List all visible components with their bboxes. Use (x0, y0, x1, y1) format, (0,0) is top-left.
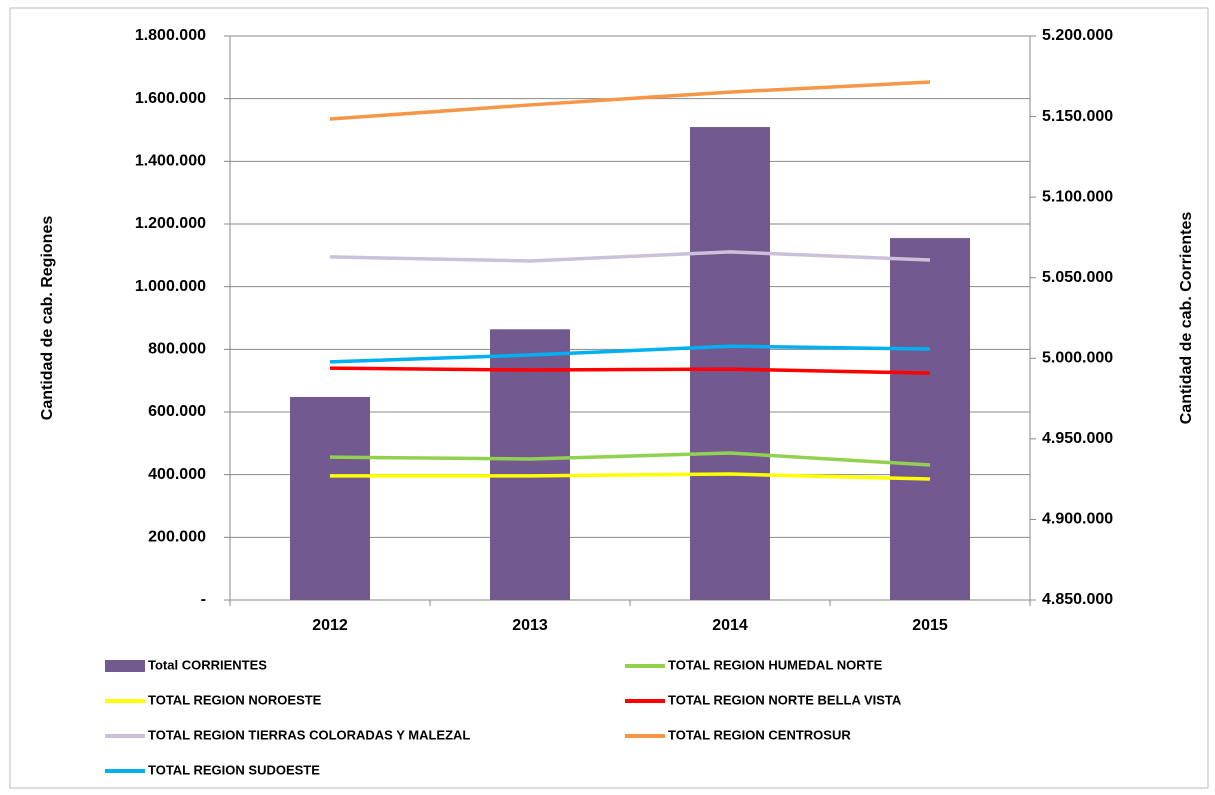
y-axis-title: Cantidad de cab. Regiones (39, 216, 56, 421)
y-tick-label: 1.200.000 (135, 215, 206, 232)
legend-label: TOTAL REGION SUDOESTE (148, 762, 320, 777)
legend-label: TOTAL REGION TIERRAS COLORADAS Y MALEZAL (148, 727, 470, 742)
y-tick-label: 1.600.000 (135, 90, 206, 107)
y2-tick-label: 4.850.000 (1042, 591, 1113, 608)
y2-tick-label: 5.100.000 (1042, 188, 1113, 205)
chart-frame (9, 7, 1209, 789)
bar (890, 238, 970, 601)
x-tick-label: 2013 (512, 617, 548, 634)
line-series (329, 366, 931, 375)
y2-axis-title: Cantidad de cab. Corrientes (1178, 212, 1195, 425)
legend-swatch (105, 660, 145, 672)
y-tick-label: 800.000 (148, 341, 206, 358)
y2-tick-label: 5.150.000 (1042, 108, 1113, 125)
line-series (330, 472, 931, 481)
line-series (329, 451, 931, 467)
legend-label: TOTAL REGION NOROESTE (148, 692, 322, 707)
y-tick-label: - (201, 591, 206, 608)
legend-label: Total CORRIENTES (148, 657, 267, 672)
legend-label: TOTAL REGION HUMEDAL NORTE (668, 657, 883, 672)
legend-label: TOTAL REGION NORTE BELLA VISTA (668, 692, 902, 707)
bar (290, 396, 370, 600)
y-tick-label: 400.000 (148, 466, 206, 483)
y2-tick-label: 4.950.000 (1042, 430, 1113, 447)
x-tick-label: 2015 (912, 617, 948, 634)
y-tick-label: 1.000.000 (135, 278, 206, 295)
line-series (329, 80, 931, 121)
x-tick-label: 2014 (712, 617, 748, 634)
line-series (329, 344, 931, 364)
y-tick-label: 1.400.000 (135, 153, 206, 170)
y2-tick-label: 4.900.000 (1042, 511, 1113, 528)
y2-tick-label: 5.000.000 (1042, 350, 1113, 367)
bar (690, 127, 770, 600)
y-tick-label: 1.800.000 (135, 27, 206, 44)
y2-tick-label: 5.200.000 (1042, 27, 1113, 44)
line-series (329, 250, 931, 263)
bar (490, 329, 570, 600)
y-tick-label: 200.000 (148, 529, 206, 546)
legend-label: TOTAL REGION CENTROSUR (668, 727, 851, 742)
x-tick-label: 2012 (312, 617, 348, 634)
y-tick-label: 600.000 (148, 403, 206, 420)
y2-tick-label: 5.050.000 (1042, 269, 1113, 286)
